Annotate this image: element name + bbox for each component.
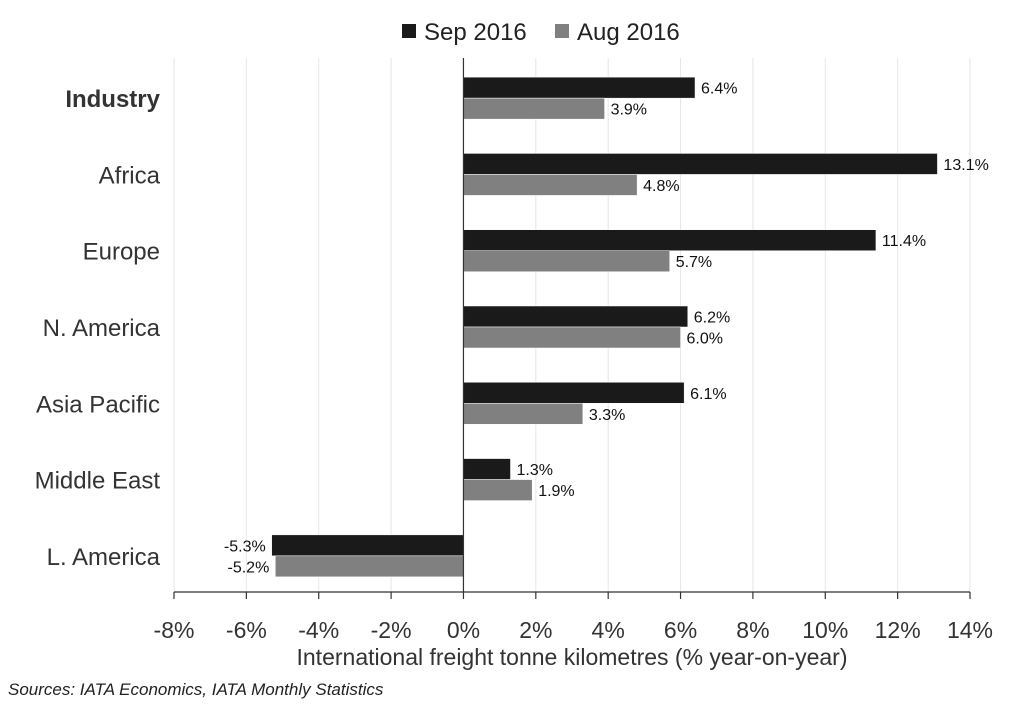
bar [463, 250, 670, 272]
source-note: Sources: IATA Economics, IATA Monthly St… [8, 680, 384, 699]
x-tick-label: -4% [298, 617, 339, 643]
bar [463, 229, 877, 251]
x-tick-label: 6% [664, 617, 697, 643]
bar [463, 305, 689, 328]
bar [463, 326, 681, 349]
bar [271, 534, 464, 557]
legend-label: Sep 2016 [424, 19, 527, 46]
legend-swatch [555, 24, 569, 38]
bar [463, 382, 685, 404]
category-label: Europe [83, 239, 160, 266]
data-label: 5.7% [676, 254, 712, 271]
data-label: 13.1% [943, 157, 988, 174]
x-tick-label: -2% [371, 617, 412, 643]
category-label: Industry [65, 86, 160, 113]
data-label: 6.2% [694, 310, 730, 327]
bar [463, 479, 533, 501]
bar [463, 153, 938, 175]
bar [275, 555, 464, 578]
x-tick-label: 0% [447, 617, 480, 643]
x-tick-label: 2% [519, 617, 552, 643]
bar [463, 174, 638, 196]
x-tick-label: 14% [947, 617, 993, 643]
legend-swatch [402, 24, 416, 38]
data-label: 6.4% [701, 81, 737, 98]
category-label: L. America [47, 544, 161, 571]
data-label: 3.9% [611, 102, 647, 119]
x-tick-label: -8% [154, 617, 195, 643]
x-tick-label: 8% [736, 617, 769, 643]
x-tick-label: -6% [226, 617, 267, 643]
category-label: N. America [43, 315, 161, 342]
x-axis-title: International freight tonne kilometres (… [297, 644, 848, 670]
category-label: Africa [99, 162, 161, 189]
x-tick-label: 12% [875, 617, 921, 643]
data-label: -5.3% [224, 538, 266, 555]
data-label: -5.2% [228, 559, 270, 576]
data-label: 6.1% [690, 386, 726, 403]
legend-label: Aug 2016 [577, 19, 680, 46]
data-label: 1.3% [516, 462, 552, 479]
x-tick-label: 4% [592, 617, 625, 643]
data-label: 4.8% [643, 178, 679, 195]
data-label: 3.3% [589, 407, 625, 424]
bar [463, 76, 696, 99]
bar [463, 97, 605, 120]
x-tick-label: 10% [802, 617, 848, 643]
data-label: 11.4% [882, 233, 926, 250]
data-label: 1.9% [538, 483, 574, 500]
data-label: 6.0% [687, 331, 723, 348]
category-label: Middle East [35, 468, 161, 495]
bar [463, 403, 584, 425]
category-label: Asia Pacific [36, 391, 160, 418]
bar [463, 458, 511, 480]
